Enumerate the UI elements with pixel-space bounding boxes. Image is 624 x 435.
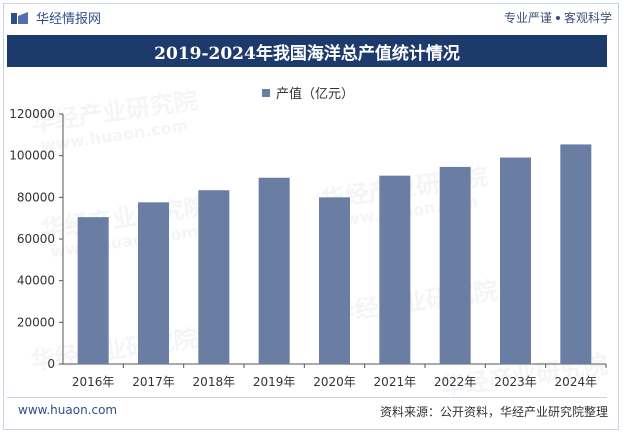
legend-label: 产值（亿元）	[276, 87, 355, 102]
bar	[258, 177, 290, 364]
bar	[319, 197, 350, 364]
huajing-logo-icon	[11, 11, 28, 24]
separator-dot-icon	[555, 15, 560, 20]
footer-source: 资料来源：公开资料，华经产业研究院整理	[379, 405, 608, 419]
bar	[500, 157, 531, 364]
tagline-right: 客观科学	[563, 11, 612, 25]
x-tick-label: 2016年	[72, 375, 115, 389]
y-tick-label: 80000	[17, 190, 55, 204]
bar	[379, 175, 411, 364]
x-tick-label: 2022年	[434, 375, 477, 389]
x-tick-label: 2017年	[132, 375, 175, 389]
bar	[198, 190, 230, 364]
x-tick-label: 2021年	[374, 375, 417, 389]
brand-name: 华经情报网	[36, 12, 102, 27]
x-tick-label: 2018年	[193, 375, 236, 389]
legend-swatch	[262, 88, 270, 97]
footer-url[interactable]: www.huaon.com	[18, 403, 118, 417]
y-tick-label: 20000	[17, 315, 55, 329]
y-tick-label: 100000	[9, 149, 55, 163]
tagline: 专业严谨 客观科学	[504, 9, 612, 26]
y-tick-label: 0	[47, 357, 55, 371]
y-tick-label: 60000	[17, 232, 55, 246]
bar	[560, 144, 592, 364]
x-tick-label: 2019年	[253, 375, 296, 389]
chart-title: 2019-2024年我国海洋总产值统计情况	[7, 35, 607, 67]
brand[interactable]: 华经情报网	[10, 8, 101, 27]
bar	[138, 202, 169, 364]
chart-legend: 产值（亿元）	[262, 83, 354, 102]
y-tick-label: 120000	[9, 107, 55, 121]
bar	[439, 166, 471, 364]
footer-divider	[7, 397, 607, 398]
bar	[77, 217, 109, 364]
x-tick-label: 2020年	[313, 375, 356, 389]
x-tick-label: 2023年	[494, 375, 537, 389]
y-tick-label: 40000	[17, 274, 55, 288]
tagline-left: 专业严谨	[503, 11, 552, 25]
top-bar: 华经情报网 专业严谨 客观科学	[0, 0, 624, 34]
x-tick-label: 2024年	[555, 375, 598, 389]
